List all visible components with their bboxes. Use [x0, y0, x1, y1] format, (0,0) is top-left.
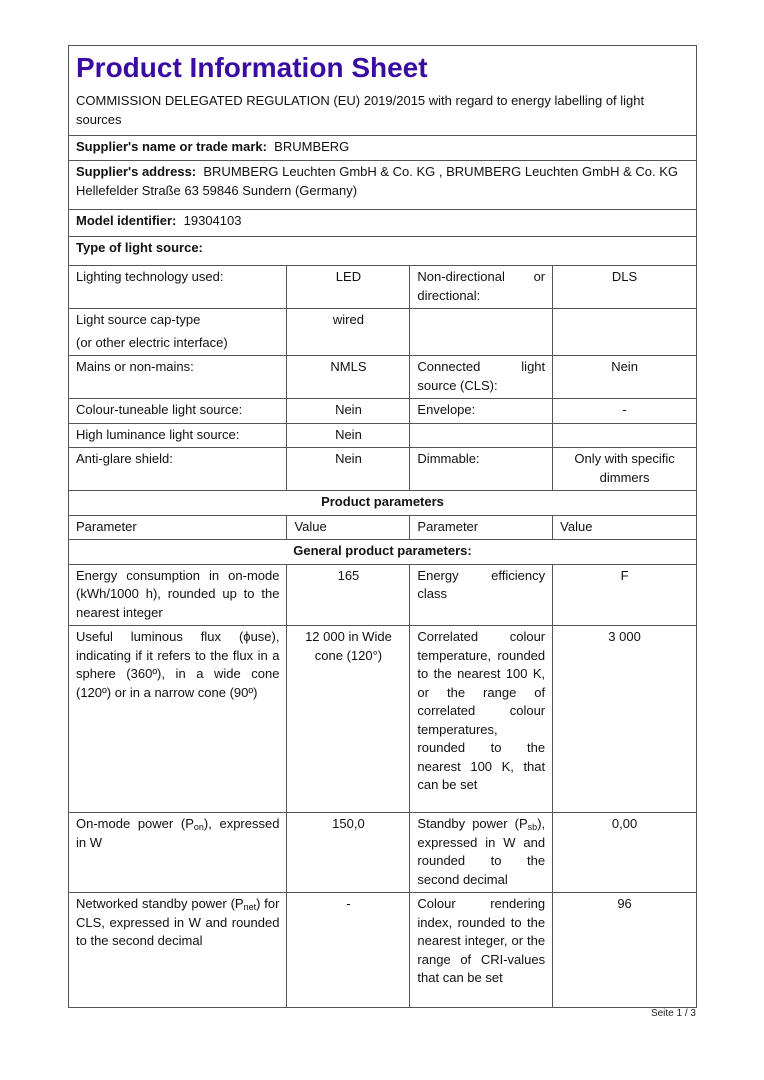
cap-type-sublabel: (or other electric interface): [76, 334, 228, 350]
param-value: Only with specific dimmers: [552, 447, 697, 491]
param-label: Connected light source (CLS):: [409, 355, 554, 399]
param-label: Networked standby power (Pnet) for CLS, …: [67, 892, 288, 1008]
supplier-address-label: Supplier's address:: [76, 164, 197, 179]
column-header: Value: [552, 514, 697, 540]
param-label: Colour-tuneable light source:: [67, 398, 288, 424]
param-label: Standby power (Psb), expressed in W and …: [409, 812, 554, 893]
supplier-name-value: BRUMBERG: [274, 139, 350, 154]
param-value: wired: [286, 308, 411, 356]
table-row: Useful luminous flux (ϕuse), indicating …: [67, 625, 697, 813]
table-row: Mains or non-mains: NMLS Connected light…: [67, 355, 697, 399]
param-value: LED: [286, 265, 411, 309]
page-prefix: Seite: [650, 1008, 674, 1019]
param-value: 0,00: [552, 812, 697, 893]
product-info-table: Product Information Sheet COMMISSION DEL…: [67, 45, 697, 1008]
label-text: ) for CLS, expressed in W and rounded to…: [76, 896, 280, 948]
column-header: Parameter: [67, 514, 288, 540]
table-row: Energy consumption in on-mode (kWh/1000 …: [67, 563, 697, 626]
param-value: F: [552, 563, 697, 626]
param-value: 96: [552, 892, 697, 1008]
param-value: [552, 422, 697, 448]
label-subscript: on: [193, 822, 204, 832]
param-label: [409, 308, 554, 356]
param-value: Nein: [286, 447, 411, 491]
param-value: Nein: [286, 422, 411, 448]
type-heading: Type of light source:: [68, 236, 697, 266]
param-value: NMLS: [286, 355, 411, 399]
param-label: Mains or non-mains:: [67, 355, 288, 399]
param-label: Lighting technology used:: [67, 265, 288, 309]
param-value: Nein: [552, 355, 697, 399]
table-row: Light source cap-type (or other electric …: [67, 308, 697, 356]
param-label: Anti-glare shield:: [67, 447, 288, 491]
cap-type-label: Light source cap-type: [76, 312, 201, 327]
param-label: [409, 422, 554, 448]
table-row: On-mode power (Pon), expressed in W 150,…: [67, 812, 697, 893]
label-text: ), expressed in W: [76, 816, 280, 850]
table-row: Colour-tuneable light source: Nein Envel…: [67, 398, 697, 424]
param-label: High luminance light source:: [67, 422, 288, 448]
param-label: Light source cap-type (or other electric …: [67, 308, 288, 356]
param-value: -: [286, 892, 411, 1008]
table-row: Networked standby power (Pnet) for CLS, …: [67, 892, 697, 1008]
table-row: Anti-glare shield: Nein Dimmable: Only w…: [67, 447, 697, 491]
param-value: 165: [286, 563, 411, 626]
param-value: 3 000: [552, 625, 697, 813]
product-parameters-heading: Product parameters: [68, 490, 697, 516]
param-label: Dimmable:: [409, 447, 554, 491]
param-label: Useful luminous flux (ϕuse), indicating …: [67, 625, 288, 813]
table-row: High luminance light source: Nein: [67, 422, 697, 448]
param-label: Energy efficiency class: [409, 563, 554, 626]
page-number: Seite 1 / 3: [651, 1008, 696, 1019]
param-value: -: [552, 398, 697, 424]
general-parameters-heading: General product parameters:: [68, 539, 697, 565]
label-text: Standby power (P: [417, 816, 528, 831]
param-label: Envelope:: [409, 398, 554, 424]
param-value: 150,0: [286, 812, 411, 893]
supplier-name-row: Supplier's name or trade mark: BRUMBERG: [68, 135, 697, 161]
model-value: 19304103: [183, 213, 242, 228]
label-subscript: net: [243, 902, 257, 912]
model-label: Model identifier:: [76, 213, 177, 228]
label-text: On-mode power (P: [76, 816, 194, 831]
column-header: Parameter: [409, 514, 554, 540]
table-row: Lighting technology used: LED Non-direct…: [67, 265, 697, 309]
label-text: Networked standby power (P: [76, 896, 244, 911]
param-label: Colour rendering index, rounded to the n…: [409, 892, 554, 1008]
param-value: Nein: [286, 398, 411, 424]
param-value: DLS: [552, 265, 697, 309]
page-title: Product Information Sheet: [68, 45, 697, 90]
param-label: Non-directional or directional:: [409, 265, 554, 309]
supplier-address-value: BRUMBERG Leuchten GmbH & Co. KG , BRUMBE…: [76, 164, 679, 198]
param-value: 12 000 in Wide cone (120°): [286, 625, 411, 813]
regulation-text: COMMISSION DELEGATED REGULATION (EU) 201…: [68, 90, 697, 136]
label-text: ), expressed in W and rounded to the sec…: [417, 816, 546, 887]
supplier-name-label: Supplier's name or trade mark:: [76, 139, 267, 154]
page-count: 1 / 3: [676, 1008, 696, 1019]
param-value: [552, 308, 697, 356]
column-headers: Parameter Value Parameter Value: [67, 514, 697, 540]
supplier-address-row: Supplier's address: BRUMBERG Leuchten Gm…: [68, 160, 697, 210]
param-label: Energy consumption in on-mode (kWh/1000 …: [67, 563, 288, 626]
param-label: Correlated colour temperature, rounded t…: [409, 625, 554, 813]
param-label: On-mode power (Pon), expressed in W: [67, 812, 288, 893]
label-subscript: sb: [527, 822, 538, 832]
model-row: Model identifier: 19304103: [68, 209, 697, 237]
column-header: Value: [286, 514, 411, 540]
